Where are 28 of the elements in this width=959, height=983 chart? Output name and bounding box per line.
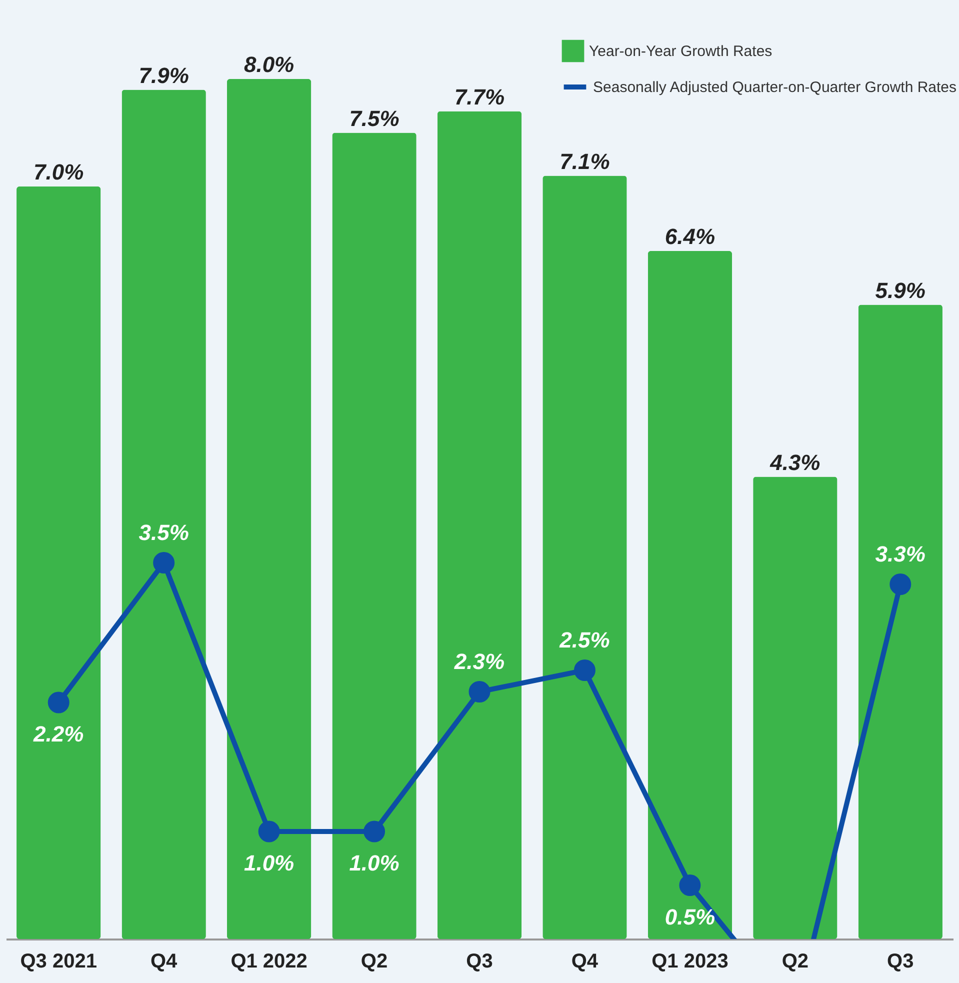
- data-label: 7.7%: [454, 84, 505, 110]
- data-label: 7.5%: [349, 106, 400, 131]
- x-tick-label: Q3 2021: [20, 950, 97, 972]
- x-tick-label: Q1 2022: [230, 950, 308, 972]
- x-tick-label: Q4: [571, 950, 599, 972]
- data-label: 8.0%: [244, 52, 294, 77]
- data-label: 2.3%: [453, 648, 505, 674]
- data-label: 0.5%: [664, 904, 716, 930]
- x-tick-label: Q2: [782, 950, 809, 972]
- data-label: 7.9%: [138, 62, 189, 88]
- data-label: 2.5%: [558, 627, 610, 652]
- legend-label: Year-on-Year Growth Rates: [589, 43, 772, 60]
- data-label: 6.4%: [664, 224, 716, 249]
- data-label: 3.5%: [138, 520, 189, 545]
- data-label: 4.3%: [769, 450, 820, 475]
- data-label: 1.0%: [244, 850, 294, 876]
- x-tick-label: Q3: [887, 950, 914, 972]
- legend-label: Seasonally Adjusted Quarter-on-Quarter Growth Rates: [593, 79, 957, 96]
- x-tick-label: Q4: [150, 950, 178, 972]
- x-tick-label: Q3: [466, 950, 493, 972]
- data-label: 7.0%: [34, 160, 84, 184]
- x-tick-label: Q2: [360, 950, 388, 972]
- data-label: 3.3%: [875, 541, 926, 566]
- data-label: 2.2%: [32, 722, 84, 746]
- x-tick-label: Q1 2023: [652, 950, 728, 972]
- data-label: 1.0%: [349, 850, 400, 876]
- data-label: 7.1%: [560, 148, 610, 174]
- data-label: 5.9%: [875, 278, 926, 303]
